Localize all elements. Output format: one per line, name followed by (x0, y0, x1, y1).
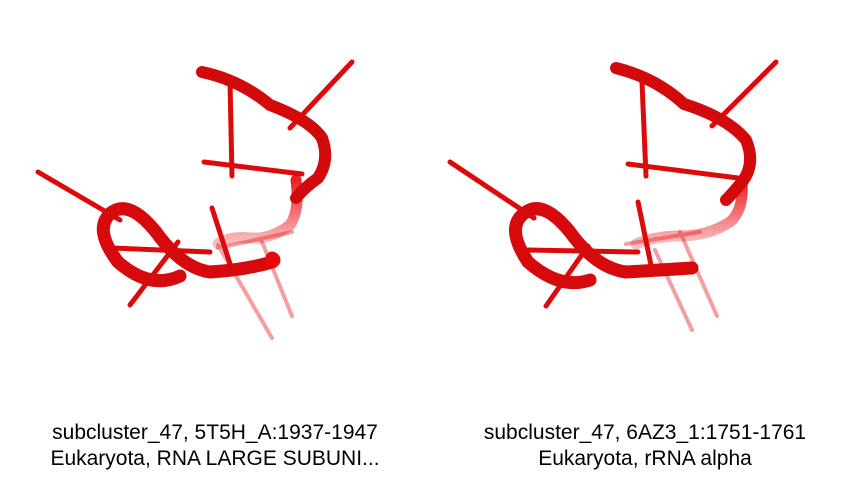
structure-panel-right: subcluster_47, 6AZ3_1:1751-1761 Eukaryot… (430, 0, 860, 480)
panel-caption-subtitle: Eukaryota, RNA LARGE SUBUNI... (50, 447, 380, 470)
panel-caption-subtitle: Eukaryota, rRNA alpha (538, 447, 752, 470)
structure-panel-left: subcluster_47, 5T5H_A:1937-1947 Eukaryot… (35, 59, 380, 470)
rna-structure-render (35, 59, 355, 340)
rna-structure-render (447, 59, 779, 332)
panel-caption-title: subcluster_47, 6AZ3_1:1751-1761 (483, 421, 807, 444)
panel-caption-title: subcluster_47, 5T5H_A:1937-1947 (52, 421, 378, 444)
